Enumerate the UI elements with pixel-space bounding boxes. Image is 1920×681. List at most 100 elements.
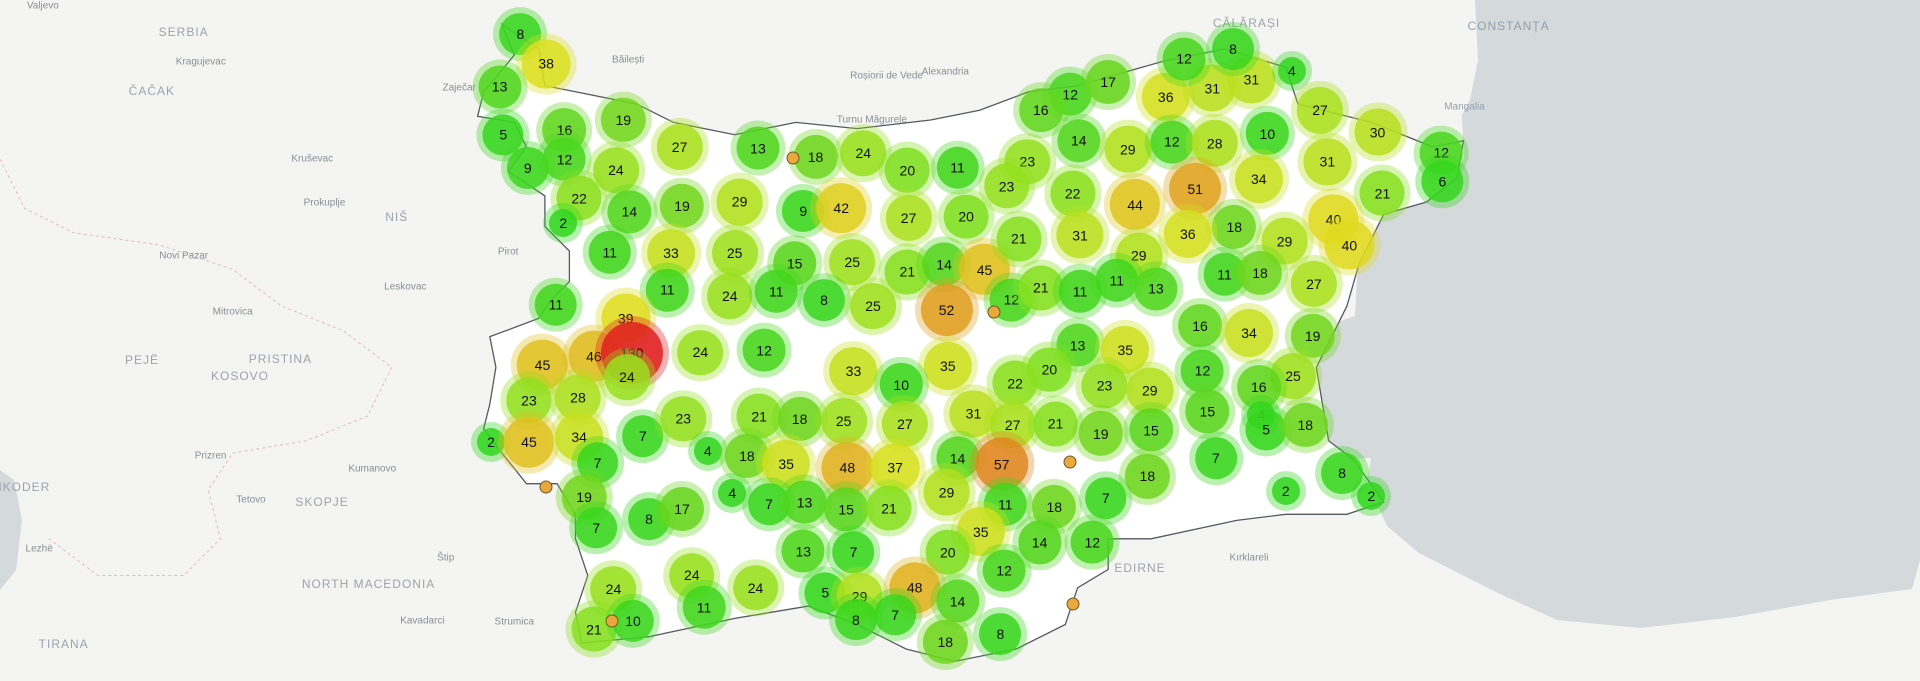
location-marker[interactable]: [987, 305, 1001, 319]
cluster-marker[interactable]: 4: [712, 473, 753, 514]
cluster-marker[interactable]: 31: [1050, 205, 1110, 265]
cluster-marker[interactable]: 5: [1239, 403, 1293, 457]
cluster-marker[interactable]: 25: [705, 224, 764, 283]
cluster-marker[interactable]: 19: [1284, 307, 1341, 364]
location-marker[interactable]: [605, 614, 619, 628]
cluster-marker[interactable]: 24: [671, 323, 730, 382]
cluster-marker[interactable]: 25: [814, 392, 873, 451]
cluster-marker[interactable]: 19: [653, 177, 711, 234]
cluster-marker[interactable]: 10: [1240, 106, 1295, 161]
cluster-marker[interactable]: 17: [654, 481, 711, 538]
cluster-marker[interactable]: 44: [1103, 173, 1167, 236]
cluster-marker[interactable]: 52: [914, 277, 979, 342]
cluster-marker[interactable]: 4: [1271, 51, 1312, 92]
cluster-marker[interactable]: 25: [844, 277, 902, 336]
cluster-marker[interactable]: 11: [930, 140, 985, 196]
cluster-marker[interactable]: 15: [818, 481, 874, 538]
cluster-marker[interactable]: 16: [1230, 359, 1287, 415]
cluster-marker[interactable]: 27: [875, 394, 935, 453]
cluster-marker[interactable]: 7: [1189, 431, 1243, 485]
cluster-marker[interactable]: 12: [1064, 515, 1120, 570]
cluster-marker[interactable]: 24: [726, 558, 785, 617]
cluster-marker[interactable]: 12: [736, 322, 792, 378]
cluster-marker[interactable]: 2: [471, 422, 512, 463]
cluster-marker[interactable]: 45: [497, 410, 561, 474]
cluster-marker[interactable]: 19: [595, 91, 652, 149]
cluster-marker[interactable]: 27: [879, 188, 938, 248]
cluster-marker[interactable]: 20: [937, 188, 995, 246]
cluster-marker[interactable]: 13: [775, 523, 831, 579]
cluster-marker[interactable]: 20: [879, 141, 936, 199]
cluster-marker[interactable]: 23: [1075, 357, 1134, 415]
cluster-marker[interactable]: 36: [1135, 66, 1196, 127]
cluster-marker[interactable]: 6: [1415, 154, 1470, 208]
cluster-marker[interactable]: 23: [977, 157, 1036, 215]
cluster-marker[interactable]: 29: [1098, 119, 1158, 179]
cluster-marker[interactable]: 2: [543, 202, 584, 243]
cluster-marker[interactable]: 34: [1228, 148, 1289, 209]
cluster-marker[interactable]: 7: [569, 500, 624, 555]
cluster-marker[interactable]: 22: [986, 354, 1044, 412]
cluster-marker[interactable]: 17: [1080, 54, 1137, 111]
cluster-marker[interactable]: 8: [1315, 445, 1369, 500]
location-marker[interactable]: [1063, 455, 1077, 469]
location-marker[interactable]: [539, 480, 553, 494]
cluster-marker[interactable]: 18: [1206, 198, 1263, 255]
cluster-marker[interactable]: 14: [1051, 113, 1107, 169]
cluster-marker[interactable]: 11: [1089, 253, 1145, 308]
cluster-marker[interactable]: 11: [749, 264, 804, 319]
cluster-marker[interactable]: 35: [917, 336, 978, 397]
cluster-marker[interactable]: 37: [864, 437, 926, 499]
cluster-marker[interactable]: 21: [990, 210, 1048, 268]
cluster-marker[interactable]: 21: [1354, 165, 1411, 222]
cluster-marker[interactable]: 8: [1206, 22, 1260, 76]
cluster-marker[interactable]: 11: [676, 580, 732, 635]
cluster-marker[interactable]: 12: [976, 543, 1032, 599]
cluster-marker[interactable]: 19: [1072, 405, 1130, 462]
cluster-marker[interactable]: 29: [917, 462, 976, 522]
cluster-marker[interactable]: 12: [1144, 114, 1200, 170]
cluster-marker[interactable]: 7: [616, 409, 670, 463]
cluster-marker[interactable]: 8: [973, 607, 1028, 662]
cluster-marker[interactable]: 36: [1157, 203, 1218, 265]
cluster-marker[interactable]: 24: [598, 348, 656, 406]
cluster-marker[interactable]: 13: [1128, 261, 1184, 317]
cluster-marker[interactable]: 16: [1172, 297, 1228, 354]
cluster-marker[interactable]: 18: [1026, 478, 1083, 536]
cluster-marker[interactable]: 7: [826, 525, 881, 580]
cluster-marker[interactable]: 13: [472, 59, 528, 115]
cluster-marker[interactable]: 38: [515, 33, 577, 95]
cluster-marker[interactable]: 8: [828, 592, 883, 647]
cluster-marker[interactable]: 18: [1119, 448, 1176, 505]
cluster-marker[interactable]: 11: [582, 224, 638, 280]
cluster-marker[interactable]: 18: [917, 613, 974, 670]
cluster-marker[interactable]: 24: [834, 124, 893, 182]
cluster-marker[interactable]: 7: [868, 587, 922, 642]
cluster-marker[interactable]: 18: [771, 390, 828, 447]
cluster-marker[interactable]: 7: [1078, 471, 1133, 526]
cluster-marker[interactable]: 11: [640, 262, 695, 318]
cluster-marker[interactable]: 24: [701, 267, 759, 326]
cluster-marker[interactable]: 34: [1219, 303, 1279, 364]
cluster-marker[interactable]: 29: [710, 172, 769, 232]
cluster-marker[interactable]: 14: [929, 573, 986, 629]
cluster-marker[interactable]: 27: [1284, 254, 1344, 314]
cluster-marker[interactable]: 40: [1318, 214, 1381, 276]
cluster-marker[interactable]: 11: [528, 277, 584, 333]
cluster-marker[interactable]: 14: [601, 184, 658, 240]
cluster-marker[interactable]: 16: [1012, 82, 1069, 139]
cluster-marker[interactable]: 27: [1290, 81, 1350, 140]
cluster-marker[interactable]: 27: [650, 117, 709, 177]
cluster-marker[interactable]: 15: [1123, 402, 1179, 458]
cluster-marker[interactable]: 33: [823, 341, 884, 401]
cluster-marker[interactable]: 13: [730, 120, 786, 176]
cluster-marker[interactable]: 13: [776, 474, 832, 530]
cluster-marker[interactable]: 4: [687, 430, 728, 471]
cluster-marker[interactable]: 51: [1163, 156, 1228, 221]
cluster-marker[interactable]: 30: [1348, 102, 1408, 162]
cluster-marker[interactable]: 31: [1297, 132, 1357, 192]
cluster-marker[interactable]: 18: [1231, 244, 1289, 302]
cluster-marker[interactable]: 12: [1175, 343, 1230, 399]
cluster-marker[interactable]: 8: [622, 492, 676, 547]
cluster-marker[interactable]: 2: [1351, 475, 1392, 516]
